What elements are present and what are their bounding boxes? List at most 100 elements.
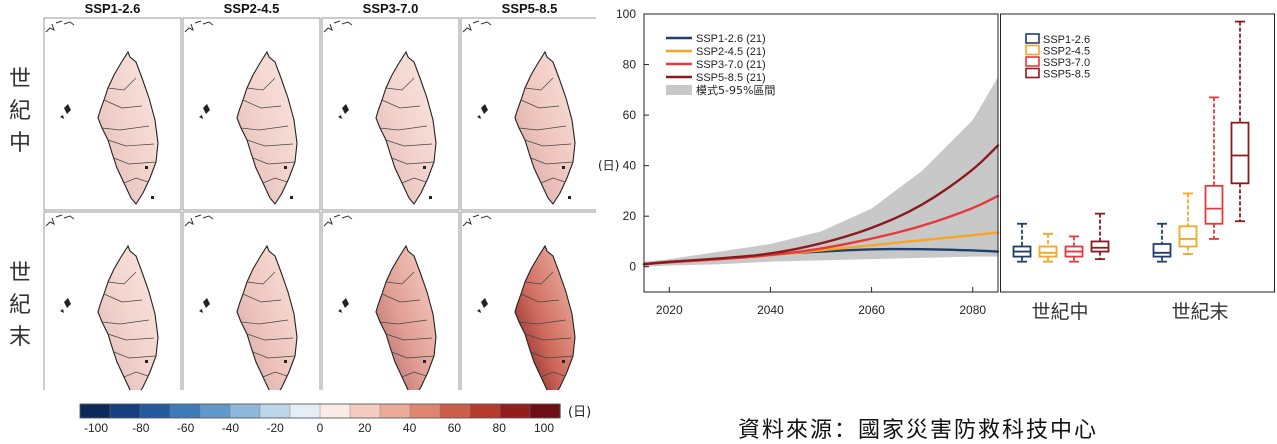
box-iqr <box>1090 240 1110 253</box>
box-plot-box <box>1178 192 1198 255</box>
county-boundaries <box>101 271 157 378</box>
colorbar-swatch <box>469 403 501 419</box>
map-panel <box>321 211 460 390</box>
colorbar-swatch <box>169 403 201 419</box>
box-plot-box <box>1152 222 1172 263</box>
penghu-islands <box>199 298 210 313</box>
x-tick-label: 2080 <box>959 303 986 317</box>
legend-swatch <box>1025 56 1040 67</box>
y-tick-label: 80 <box>623 58 637 72</box>
penghu-islands <box>60 298 71 313</box>
x-tick-label: 2020 <box>656 303 683 317</box>
green-island <box>145 360 148 363</box>
map-row-label-char: 中 <box>9 131 31 156</box>
taiwan-island <box>236 50 298 205</box>
source-caption: 資料來源：國家災害防救科技中心 <box>738 418 1099 443</box>
map-coast-fragment <box>45 20 75 33</box>
legend-swatch <box>1025 33 1040 44</box>
box-group-label: 世紀末 <box>1171 301 1228 323</box>
colorbar-tick-label: 60 <box>448 421 462 435</box>
map-column-label: SSP1-2.6 <box>85 1 141 16</box>
legend-label: SSP1-2.6 <box>1043 34 1090 46</box>
colorbar-tick-label: -100 <box>84 421 108 435</box>
colorbar-unit: (日) <box>568 405 591 420</box>
map-panel <box>182 211 321 390</box>
box-iqr <box>1230 121 1250 185</box>
legend-label: SSP3-7.0 (21) <box>696 59 766 71</box>
colorbar-swatch <box>109 403 141 419</box>
taiwan-island <box>236 244 298 390</box>
box-iqr <box>1178 225 1198 248</box>
penghu-islands <box>338 104 349 119</box>
colorbar-swatch <box>259 403 291 419</box>
green-island <box>423 360 426 363</box>
map-coast-fragment <box>462 20 492 33</box>
penghu-islands <box>338 298 349 313</box>
penghu-islands <box>60 104 71 119</box>
colorbar-tick-label: 80 <box>493 421 507 435</box>
legend-label: SSP3-7.0 <box>1043 57 1090 69</box>
y-tick-label: 60 <box>623 108 637 122</box>
colorbar-swatch <box>319 403 351 419</box>
legend-label: 模式5-95%區間 <box>696 84 775 97</box>
box-plot-box <box>1038 232 1058 263</box>
green-island <box>284 166 287 169</box>
orchid-island <box>151 196 154 199</box>
colorbar-frame <box>79 403 561 419</box>
box-plot-box <box>1230 20 1250 223</box>
map-column-label: SSP2-4.5 <box>224 1 280 16</box>
colorbar-swatch <box>289 403 321 419</box>
orchid-island <box>568 196 571 199</box>
taiwan-island <box>97 244 159 390</box>
colorbar-swatch <box>529 403 561 419</box>
colorbar-tick-label: 100 <box>534 421 554 435</box>
x-tick-label: 2040 <box>757 303 784 317</box>
uncertainty-band <box>644 77 998 267</box>
legend-label: SSP2-4.5 (21) <box>696 46 766 58</box>
plot-frame <box>643 13 999 293</box>
map-coast-fragment <box>323 214 353 227</box>
y-tick-label: 40 <box>623 159 637 173</box>
map-panel <box>182 17 321 211</box>
colorbar-swatch <box>379 403 411 419</box>
legend-swatch <box>1025 44 1040 56</box>
y-tick-label: 20 <box>623 209 637 223</box>
y-tick-label: 100 <box>616 7 636 21</box>
colorbar-tick-label: -40 <box>222 421 240 435</box>
taiwan-island <box>375 50 437 205</box>
colorbar-swatch <box>349 403 381 419</box>
taiwan-island <box>375 244 437 390</box>
box-plot-box <box>1204 96 1224 240</box>
green-island <box>145 166 148 169</box>
map-column-label: SSP3-7.0 <box>363 1 419 16</box>
x-tick-label: 2060 <box>858 303 885 317</box>
box-plot-box <box>1012 222 1032 263</box>
orchid-island <box>290 196 293 199</box>
county-boundaries <box>518 77 574 184</box>
map-panel <box>460 211 596 390</box>
map-colorbar: -100 -80 -60 -40 -20 0 20 40 60 80 100 (日) <box>79 403 591 435</box>
penghu-islands <box>477 298 488 313</box>
green-island <box>284 360 287 363</box>
map-row-label-char: 末 <box>9 325 31 350</box>
green-island <box>423 166 426 169</box>
orchid-island <box>429 196 432 199</box>
colorbar-tick-label: -20 <box>267 421 285 435</box>
legend-label: SSP2-4.5 <box>1043 46 1090 58</box>
map-coast-fragment <box>462 214 492 227</box>
map-panel <box>460 17 596 211</box>
box-iqr <box>1038 245 1058 258</box>
colorbar-tick-label: -60 <box>177 421 195 435</box>
colorbar-swatch <box>139 403 171 419</box>
county-boundaries <box>518 271 574 378</box>
colorbar-swatch <box>79 403 111 419</box>
legend-swatch <box>666 85 692 95</box>
map-row-label-char: 紀 <box>9 293 31 318</box>
map-row-label-char: 世 <box>9 261 31 286</box>
county-boundaries <box>379 77 435 184</box>
taiwan-island <box>514 50 576 205</box>
county-boundaries <box>240 77 296 184</box>
y-tick-label: 0 <box>629 260 636 274</box>
